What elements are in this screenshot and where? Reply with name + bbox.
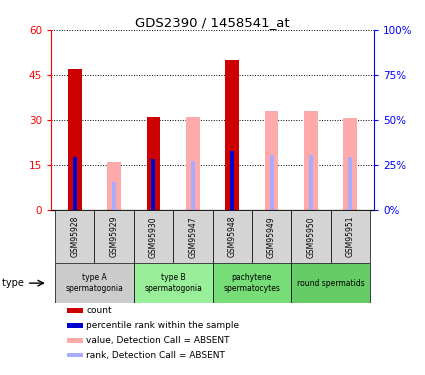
Bar <box>304 111 318 210</box>
Bar <box>67 308 83 313</box>
Bar <box>191 161 195 210</box>
Bar <box>343 118 357 210</box>
Title: GDS2390 / 1458541_at: GDS2390 / 1458541_at <box>135 16 290 29</box>
Bar <box>68 69 82 210</box>
Bar <box>94 210 134 263</box>
Text: GSM95950: GSM95950 <box>306 216 315 258</box>
Bar <box>67 353 83 357</box>
Bar <box>186 117 200 210</box>
Bar <box>309 155 313 210</box>
Text: cell type: cell type <box>0 278 23 288</box>
Bar <box>225 60 239 210</box>
Bar <box>55 210 94 263</box>
Text: round spermatids: round spermatids <box>297 279 365 288</box>
Text: GSM95947: GSM95947 <box>188 216 197 258</box>
Bar <box>67 338 83 343</box>
Text: GSM95929: GSM95929 <box>110 216 119 258</box>
Bar <box>67 323 83 328</box>
Bar <box>269 155 274 210</box>
Text: pachytene
spermatocytes: pachytene spermatocytes <box>224 273 280 293</box>
Bar <box>252 210 291 263</box>
Text: GSM95930: GSM95930 <box>149 216 158 258</box>
Text: GSM95948: GSM95948 <box>228 216 237 258</box>
Text: type A
spermatogonia: type A spermatogonia <box>65 273 123 293</box>
Text: count: count <box>86 306 112 315</box>
Bar <box>134 263 212 303</box>
Text: GSM95949: GSM95949 <box>267 216 276 258</box>
Text: GSM95951: GSM95951 <box>346 216 355 258</box>
Bar <box>348 158 352 210</box>
Text: percentile rank within the sample: percentile rank within the sample <box>86 321 240 330</box>
Text: GSM95928: GSM95928 <box>70 216 79 257</box>
Bar <box>291 210 331 263</box>
Bar <box>107 162 121 210</box>
Bar <box>212 263 291 303</box>
Bar <box>147 117 160 210</box>
Bar <box>134 210 173 263</box>
Bar <box>173 210 212 263</box>
Text: value, Detection Call = ABSENT: value, Detection Call = ABSENT <box>86 336 230 345</box>
Bar <box>212 210 252 263</box>
Bar <box>331 210 370 263</box>
Text: rank, Detection Call = ABSENT: rank, Detection Call = ABSENT <box>86 351 225 360</box>
Bar <box>151 159 156 210</box>
Bar <box>265 111 278 210</box>
Bar <box>230 151 234 210</box>
Text: type B
spermatogonia: type B spermatogonia <box>144 273 202 293</box>
Bar <box>73 157 76 210</box>
Bar <box>112 182 116 210</box>
Bar <box>291 263 370 303</box>
Bar <box>55 263 134 303</box>
